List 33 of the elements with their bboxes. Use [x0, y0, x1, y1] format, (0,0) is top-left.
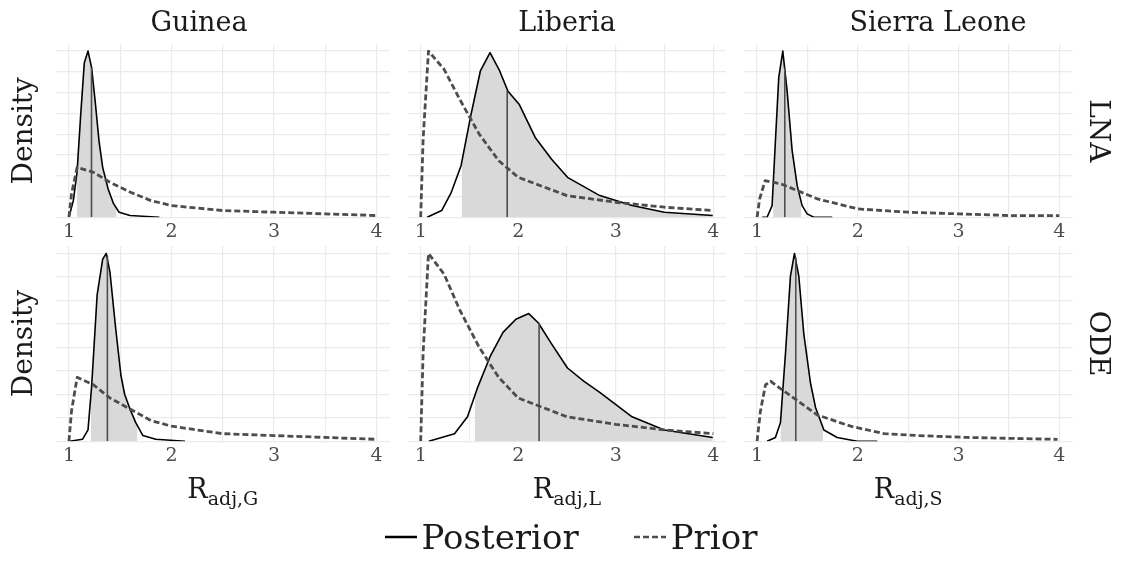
x-tick-label: 3 — [609, 218, 622, 241]
x-tick-label: 2 — [512, 442, 525, 465]
x-tick-label: 4 — [707, 218, 720, 241]
y-axis-title: Density — [6, 289, 40, 398]
chart-title: Guinea — [150, 6, 248, 38]
x-tick-label: 2 — [165, 218, 178, 241]
x-tick-label: 1 — [751, 218, 764, 241]
x-tick-label: 1 — [414, 218, 427, 241]
x-tick-label: 2 — [512, 218, 525, 241]
y2-axis-title: LNA — [1082, 99, 1116, 164]
x-tick-label: 3 — [952, 218, 965, 241]
legend-label: Prior — [670, 517, 758, 557]
x-tick-label: 2 — [851, 218, 864, 241]
x-tick-label: 1 — [62, 442, 75, 465]
x-tick-label: 3 — [268, 442, 281, 465]
legend-label: Posterior — [421, 517, 579, 557]
x-tick-label: 3 — [268, 218, 281, 241]
x-tick-label: 4 — [1053, 442, 1066, 465]
x-tick-label: 1 — [751, 442, 764, 465]
x-tick-label: 3 — [952, 442, 965, 465]
x-tick-label: 1 — [62, 218, 75, 241]
chart-title: Sierra Leone — [849, 6, 1027, 38]
y-axis-title: Density — [6, 76, 40, 185]
x-tick-label: 1 — [414, 442, 427, 465]
chart-title: Liberia — [518, 6, 616, 38]
x-tick-label: 4 — [707, 442, 720, 465]
x-tick-label: 4 — [1053, 218, 1066, 241]
x-tick-label: 3 — [609, 442, 622, 465]
x-tick-label: 2 — [165, 442, 178, 465]
x-tick-label: 2 — [851, 442, 864, 465]
y2-axis-title: ODE — [1082, 310, 1116, 377]
x-tick-label: 4 — [370, 218, 383, 241]
x-tick-label: 4 — [370, 442, 383, 465]
